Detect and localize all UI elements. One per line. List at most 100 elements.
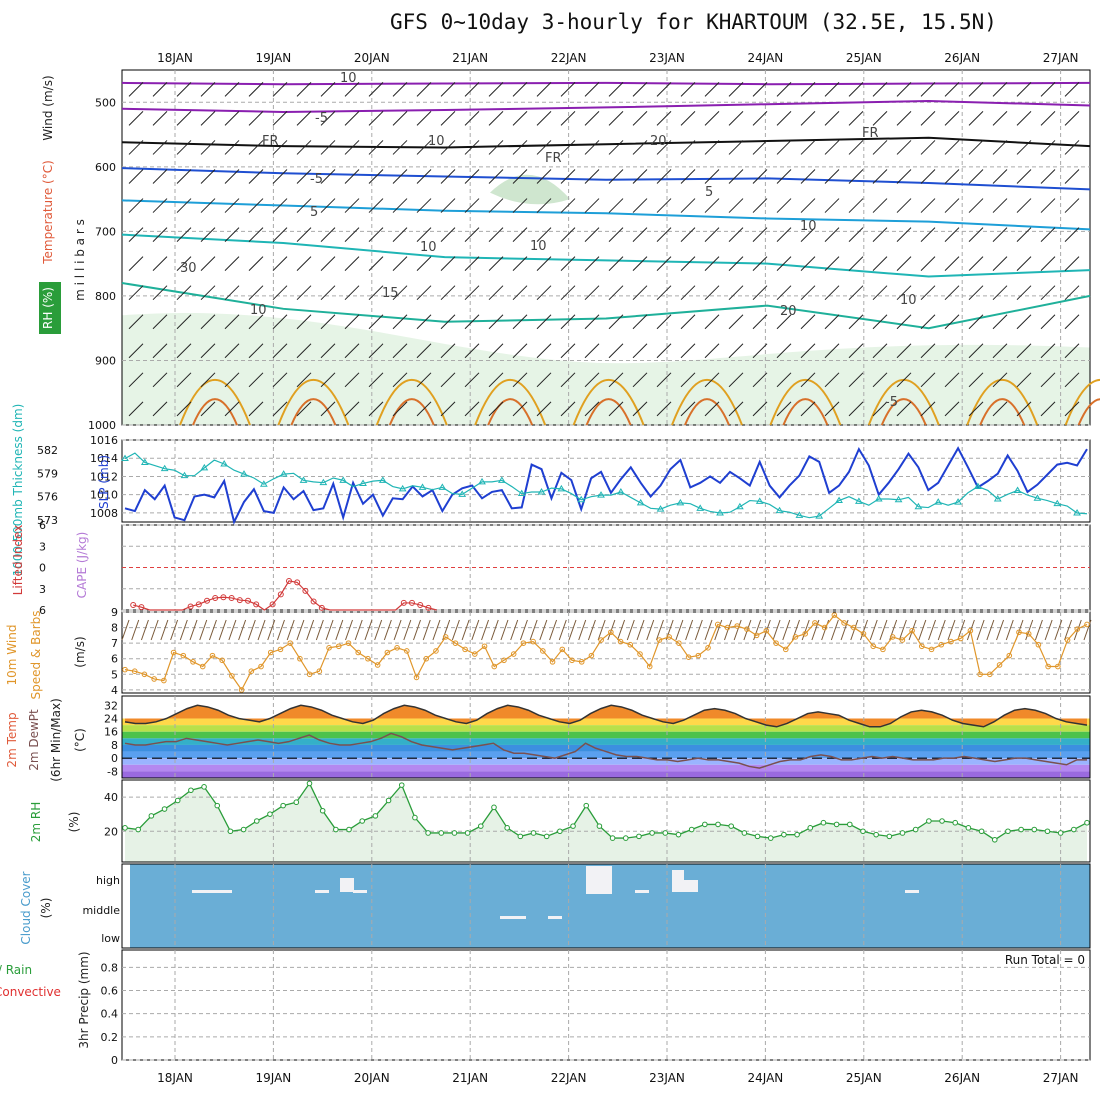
wind-barb	[824, 401, 840, 417]
wind-barb	[830, 619, 839, 641]
wind-barb	[920, 314, 936, 330]
date-label-top: 27JAN	[1043, 51, 1079, 65]
temp-color-band	[122, 718, 1090, 726]
wind-barb	[200, 256, 216, 271]
wind-barb	[344, 401, 360, 417]
cloud-bar	[684, 880, 698, 892]
wind10-point	[199, 663, 206, 670]
wind-barb	[296, 343, 312, 359]
wind-barb	[685, 619, 694, 641]
wind-barb	[996, 619, 1005, 641]
wind10-axis-label: 10m Wind	[5, 625, 19, 686]
wind-barb	[296, 314, 312, 330]
date-label-top: 19JAN	[256, 51, 292, 65]
rh-point	[253, 818, 260, 824]
wind-barb	[128, 256, 144, 271]
wind-barb	[632, 82, 648, 97]
wind10-point	[403, 648, 410, 654]
wind-barb	[937, 619, 946, 641]
thickness-point	[240, 470, 248, 477]
wind-barb	[152, 372, 168, 388]
wind-barb	[345, 619, 353, 641]
wind-barb	[224, 256, 240, 271]
wind10-point	[501, 657, 507, 664]
wind10-point	[345, 640, 352, 646]
wind-barb	[368, 111, 384, 126]
wind-barb	[992, 401, 1008, 417]
wind-barb	[824, 140, 840, 155]
wind-barb	[968, 111, 984, 126]
wind-barb	[224, 314, 240, 330]
wind-barb	[200, 82, 216, 97]
wind-barb	[776, 111, 792, 126]
thickness-point	[676, 498, 685, 506]
wind-barb	[968, 285, 984, 301]
wind-barb	[752, 169, 768, 184]
wind-barb	[728, 314, 744, 330]
rh-point	[1018, 826, 1024, 833]
wind-barb	[800, 111, 816, 126]
rh-point	[649, 830, 655, 836]
wind-barb	[632, 372, 648, 388]
wind-barb	[403, 619, 412, 641]
wind-barb	[272, 169, 288, 184]
wind-barb	[200, 198, 216, 213]
wind-barb	[512, 227, 528, 242]
cloud-bar	[353, 890, 367, 893]
temp-color-band	[122, 738, 1090, 745]
wind-barb	[416, 372, 432, 388]
contour-label: -5	[885, 395, 898, 410]
rh-point	[161, 806, 168, 812]
wind-barb	[800, 82, 816, 97]
rh-point	[346, 826, 352, 833]
wind-barb	[320, 82, 336, 97]
wind-barb	[272, 82, 288, 97]
lifted-index-tick: 3	[39, 540, 46, 553]
wind10-point	[637, 651, 643, 657]
wind-barb	[1054, 619, 1063, 641]
wind-barb	[488, 256, 504, 271]
rh-point	[464, 830, 471, 836]
wind-barb	[392, 140, 408, 155]
wind-barb	[320, 401, 336, 417]
wind-barb	[248, 285, 264, 301]
wind-barb	[224, 111, 240, 126]
wind-barb	[464, 227, 480, 242]
wind-barb	[848, 169, 864, 184]
lifted-index-point	[195, 601, 202, 608]
wind-barb	[440, 285, 456, 301]
wind10-point	[812, 620, 818, 626]
wind-barb	[824, 285, 840, 301]
thickness-point	[180, 471, 189, 479]
rh-legend-swatch	[39, 282, 61, 334]
wind-barb	[512, 285, 528, 301]
contour-label: 10	[250, 303, 267, 318]
wind-barb	[704, 372, 720, 388]
wind-barb	[944, 227, 960, 242]
wind-barb	[272, 401, 288, 417]
wind-barb	[848, 82, 864, 97]
wind-barb	[248, 140, 264, 155]
contour-label: 20	[780, 304, 797, 319]
temp-color-band	[122, 725, 1090, 732]
wind-barb	[680, 82, 696, 97]
lifted-index-point	[409, 599, 415, 606]
wind-barb	[176, 111, 192, 126]
wind-barb	[248, 314, 264, 330]
wind10-point	[967, 627, 974, 634]
wind-barb	[500, 619, 509, 641]
lifted-index-point	[138, 604, 145, 611]
wind10-point	[1084, 621, 1090, 628]
wind-barb	[160, 619, 169, 641]
thickness-axis-label: 1000-500mb Thickness (dm)	[11, 404, 25, 577]
wind10-point	[540, 648, 546, 654]
wind-barb	[872, 285, 888, 301]
wind-barb	[869, 619, 878, 641]
wind10-point	[617, 638, 624, 645]
thickness-point	[974, 482, 982, 490]
wind-barb	[560, 314, 576, 330]
rh2m-panel	[121, 779, 1091, 863]
rh-point	[583, 802, 590, 809]
lifted-index-point	[286, 577, 292, 584]
rh-point	[425, 830, 431, 836]
